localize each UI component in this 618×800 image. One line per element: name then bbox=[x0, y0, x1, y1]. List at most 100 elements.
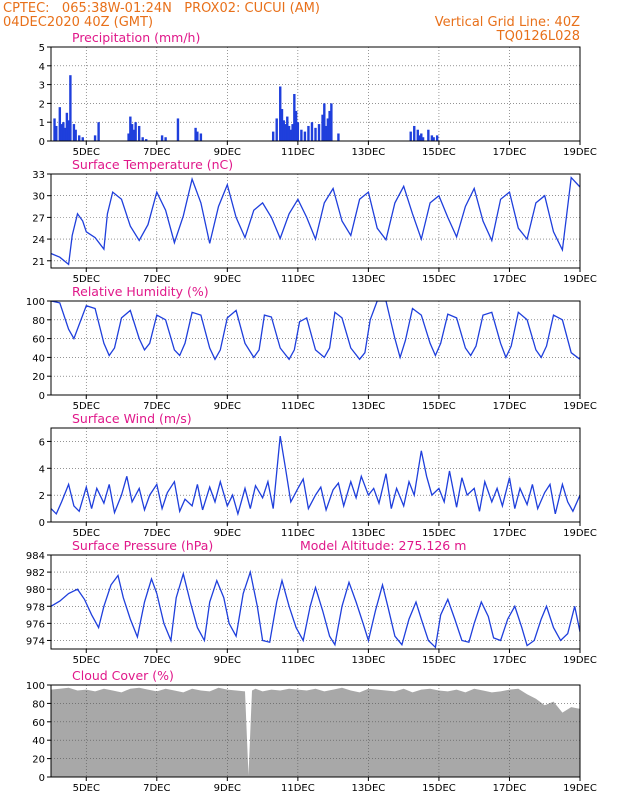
humidity-xtick-label: 7DEC bbox=[143, 401, 170, 412]
temp-ytick-label: 24 bbox=[32, 235, 45, 246]
humidity-xtick-label: 11DEC bbox=[281, 401, 315, 412]
humidity-series-line bbox=[51, 301, 580, 361]
precip-bar bbox=[78, 135, 81, 141]
wind-xtick-label: 19DEC bbox=[563, 528, 597, 539]
header-code: TQ0126L028 bbox=[496, 29, 580, 44]
precip-bar bbox=[326, 118, 330, 141]
precip-bar bbox=[287, 125, 291, 141]
pressure-xtick-label: 9DEC bbox=[214, 655, 241, 666]
precip-ytick-label: 4 bbox=[39, 62, 45, 73]
precip-bar bbox=[132, 129, 136, 141]
pressure-series-line bbox=[51, 569, 580, 649]
cloud-area bbox=[51, 687, 580, 777]
precip-ytick-label: 3 bbox=[39, 81, 45, 92]
cloud-ytick-label: 0 bbox=[39, 773, 45, 784]
cloud-ytick-label: 80 bbox=[32, 699, 45, 710]
precip-ytick-label: 0 bbox=[39, 137, 45, 148]
precip-bar bbox=[284, 124, 287, 141]
precip-xtick-label: 9DEC bbox=[214, 147, 241, 158]
precip-bar bbox=[330, 103, 333, 141]
cloud-ytick-label: 20 bbox=[32, 755, 45, 766]
precip-bar bbox=[130, 124, 134, 141]
precip-xtick-label: 17DEC bbox=[493, 147, 527, 158]
precip-xtick-label: 19DEC bbox=[563, 147, 597, 158]
precip-bar bbox=[127, 133, 130, 141]
precip-bar bbox=[310, 122, 314, 141]
precip-bar bbox=[129, 116, 132, 141]
cloud-xtick-label: 13DEC bbox=[352, 783, 386, 794]
precip-ytick-label: 2 bbox=[39, 99, 45, 110]
temp-title: Surface Temperature (nC) bbox=[72, 157, 233, 172]
precip-bar bbox=[418, 135, 421, 141]
cloud-xtick-label: 15DEC bbox=[422, 783, 456, 794]
humidity-xtick-label: 17DEC bbox=[493, 401, 527, 412]
pressure-xtick-label: 13DEC bbox=[352, 655, 386, 666]
pressure-xtick-label: 11DEC bbox=[281, 655, 315, 666]
pressure-xtick-label: 19DEC bbox=[563, 655, 597, 666]
precip-bar bbox=[286, 116, 289, 141]
precip-bar bbox=[420, 133, 423, 141]
temp-xtick-label: 11DEC bbox=[281, 274, 315, 285]
precip-bar bbox=[53, 118, 56, 141]
precip-bar bbox=[134, 122, 137, 141]
precip-bar bbox=[421, 137, 425, 141]
precip-bar bbox=[93, 135, 97, 141]
precip-bar bbox=[321, 114, 324, 141]
precip-bar bbox=[430, 135, 434, 141]
precip-bar bbox=[289, 129, 293, 141]
cloud-title: Cloud Cover (%) bbox=[72, 668, 174, 683]
cloud-xtick-label: 17DEC bbox=[493, 783, 527, 794]
precip-bar bbox=[194, 127, 197, 141]
precip-title: Precipitation (mm/h) bbox=[72, 30, 200, 45]
precip-xtick-label: 15DEC bbox=[422, 147, 456, 158]
temp-ytick-label: 33 bbox=[32, 170, 45, 181]
cloud-frame bbox=[50, 684, 581, 778]
cloud-ytick-label: 60 bbox=[32, 718, 45, 729]
precip-bar bbox=[137, 125, 141, 141]
temp-xtick-label: 7DEC bbox=[143, 274, 170, 285]
humidity-ytick-label: 40 bbox=[32, 353, 45, 364]
precip-bar bbox=[55, 125, 58, 141]
precip-bar bbox=[196, 131, 199, 141]
wind-series-line bbox=[51, 435, 580, 517]
precip-xtick-label: 13DEC bbox=[352, 147, 386, 158]
pressure-ytick-label: 980 bbox=[26, 585, 45, 596]
cloud-xtick-label: 11DEC bbox=[281, 783, 315, 794]
temp-ytick-label: 30 bbox=[32, 192, 45, 203]
pressure-frame bbox=[50, 554, 581, 650]
humidity-ytick-label: 100 bbox=[26, 297, 45, 308]
temp-ytick-label: 27 bbox=[32, 213, 45, 224]
precip-bar bbox=[328, 110, 331, 141]
precip-xtick-label: 11DEC bbox=[281, 147, 315, 158]
pressure-ytick-label: 974 bbox=[26, 636, 45, 647]
precip-bar bbox=[296, 122, 300, 141]
humidity-xtick-label: 19DEC bbox=[563, 401, 597, 412]
precip-bar bbox=[69, 75, 72, 141]
precip-frame bbox=[50, 46, 581, 142]
pressure-xtick-label: 17DEC bbox=[493, 655, 527, 666]
precip-bar bbox=[81, 137, 84, 141]
precip-bar bbox=[416, 129, 419, 141]
precip-xtick-label: 7DEC bbox=[143, 147, 170, 158]
temp-series-line bbox=[51, 176, 580, 266]
precip-ytick-label: 1 bbox=[39, 118, 45, 129]
humidity-ytick-label: 20 bbox=[32, 372, 45, 383]
cloud-xtick-label: 5DEC bbox=[73, 783, 100, 794]
precip-bar bbox=[67, 120, 70, 141]
cloud-xtick-label: 7DEC bbox=[143, 783, 170, 794]
pressure-annotation: Model Altitude: 275.126 m bbox=[300, 538, 466, 553]
humidity-frame bbox=[50, 300, 581, 396]
cloud-xtick-label: 19DEC bbox=[563, 783, 597, 794]
wind-xtick-label: 17DEC bbox=[493, 528, 527, 539]
precip-bar bbox=[176, 118, 180, 141]
wind-xtick-label: 13DEC bbox=[352, 528, 386, 539]
pressure-xtick-label: 15DEC bbox=[422, 655, 456, 666]
precip-bar bbox=[164, 137, 167, 141]
temp-xtick-label: 17DEC bbox=[493, 274, 527, 285]
humidity-title: Relative Humidity (%) bbox=[72, 284, 209, 299]
precip-bar bbox=[324, 125, 328, 141]
cloud-ytick-label: 40 bbox=[32, 736, 45, 747]
pressure-xtick-label: 5DEC bbox=[73, 655, 100, 666]
temp-xtick-label: 15DEC bbox=[422, 274, 456, 285]
precip-bar bbox=[282, 120, 285, 141]
